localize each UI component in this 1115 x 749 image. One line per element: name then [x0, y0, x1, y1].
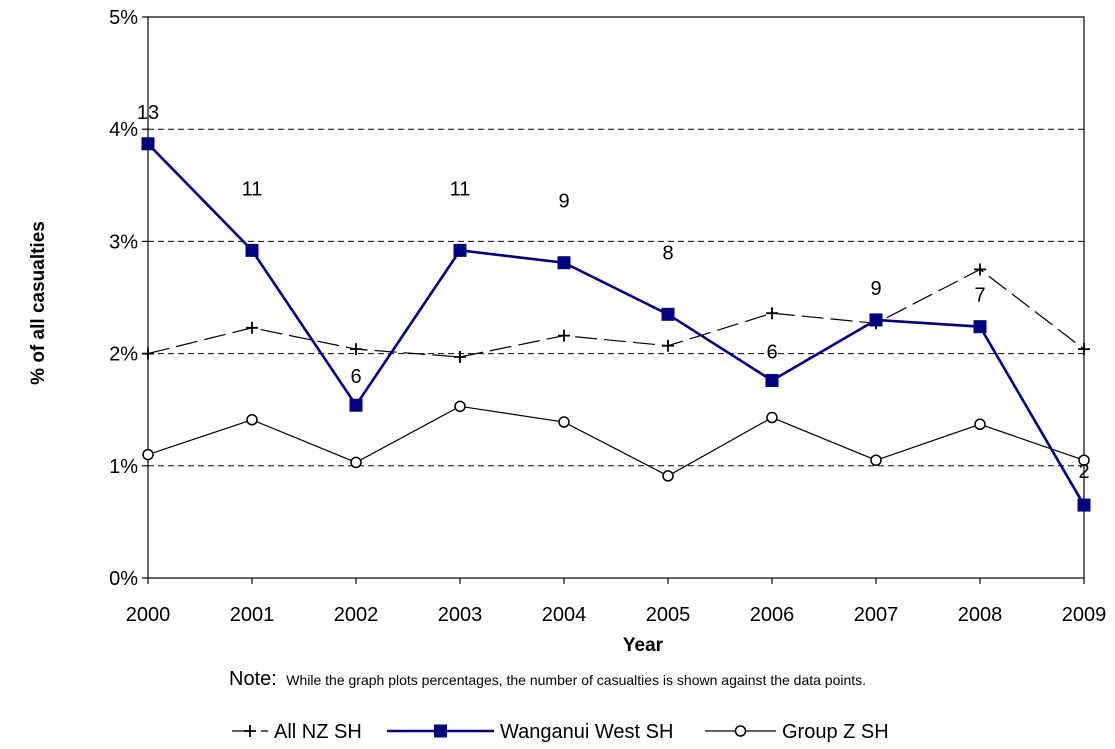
y-tick-label: 3% [109, 231, 138, 253]
square-marker [349, 398, 363, 412]
square-marker [661, 307, 675, 321]
x-tick-label: 2000 [126, 604, 171, 626]
x-tick-label: 2002 [334, 604, 379, 626]
square-marker [1077, 498, 1091, 512]
data-label: 6 [350, 366, 361, 388]
x-tick-label: 2005 [646, 604, 691, 626]
square-marker [765, 374, 779, 388]
series-group [141, 137, 1091, 512]
circle-marker [766, 411, 778, 424]
x-tick-label: 2008 [958, 604, 1003, 626]
plus-marker [974, 263, 986, 276]
legend-item: Group Z SH [705, 721, 889, 743]
data-label: 6 [766, 342, 777, 364]
circle-marker [142, 448, 154, 461]
square-marker [245, 243, 259, 257]
legend-item: All NZ SH [232, 721, 362, 743]
y-tick-label: 5% [109, 7, 138, 29]
circle-marker [558, 416, 570, 428]
square-marker [434, 724, 447, 738]
note-text: While the graph plots percentages, the n… [286, 672, 866, 688]
square-marker [973, 320, 987, 334]
circle-marker [350, 456, 362, 469]
plus-marker [662, 339, 674, 352]
circle-marker [1078, 454, 1090, 466]
circle-marker [662, 470, 674, 482]
x-tick-label: 2007 [854, 604, 899, 626]
plus-marker [246, 321, 258, 334]
x-tick-label: 2001 [230, 604, 275, 626]
note-prefix: Note: [229, 668, 277, 690]
legend: All NZ SH Wanganui West SH Group Z SH [232, 721, 889, 743]
legend-label: Group Z SH [782, 721, 889, 743]
data-label: 11 [450, 178, 471, 200]
x-axis-title: Year [623, 635, 664, 656]
data-label: 2 [1078, 461, 1089, 483]
series-line [147, 268, 1085, 358]
square-marker [453, 243, 467, 257]
legend-label: Wanganui West SH [500, 721, 673, 743]
legend-label: All NZ SH [274, 721, 362, 743]
circle-marker [734, 725, 747, 737]
x-tick-label: 2004 [542, 604, 587, 626]
plus-marker [766, 307, 778, 320]
legend-item: Wanganui West SH [387, 721, 673, 743]
data-label: 8 [662, 242, 673, 264]
data-label: 13 [137, 102, 159, 124]
series-wanganui-west-sh [141, 137, 1091, 512]
svg-text:Note: While the graph pl: Note: While the graph plots percentages,… [229, 668, 866, 690]
x-tick-label: 2006 [750, 604, 795, 626]
gridlines [148, 128, 1084, 467]
series-line [147, 142, 1086, 506]
y-tick-label: 2% [109, 344, 138, 366]
y-tick-label: 0% [109, 568, 138, 590]
x-tick-label: 2003 [438, 604, 483, 626]
note: Note: While the graph plots percentages,… [229, 668, 866, 690]
data-label: 7 [974, 285, 985, 307]
x-axis-ticks: 2000 2001 2002 2003 2004 2005 2006 2007 2008 2009 [126, 578, 1107, 626]
data-label: 9 [558, 191, 569, 213]
x-tick-label: 2009 [1062, 604, 1107, 626]
data-label: 9 [870, 278, 881, 300]
square-marker [141, 137, 155, 151]
circle-marker [974, 418, 986, 431]
y-axis-ticks: 0% 1% 2% 3% 4% 5% [109, 7, 148, 590]
plus-marker [244, 725, 256, 737]
square-marker [869, 313, 883, 327]
plus-marker [350, 343, 362, 356]
circle-marker [246, 414, 258, 426]
square-marker [557, 256, 571, 270]
plus-marker [1078, 343, 1090, 356]
data-label: 11 [242, 178, 263, 200]
data-labels: 13 11 6 11 9 8 6 9 7 2 [137, 102, 1090, 483]
circle-marker [454, 400, 466, 413]
plus-marker [142, 347, 154, 360]
plus-marker [454, 350, 466, 363]
series-line [147, 405, 1085, 477]
circle-marker [870, 454, 882, 466]
plot-frame [147, 16, 1085, 579]
y-tick-label: 1% [109, 456, 138, 478]
axes [147, 16, 1085, 579]
series-all-nz-sh [142, 263, 1090, 363]
plus-marker [558, 329, 570, 342]
series-group-z-sh [142, 400, 1090, 482]
y-axis-title: % of all casualties [28, 221, 49, 385]
y-tick-label: 4% [109, 119, 138, 141]
